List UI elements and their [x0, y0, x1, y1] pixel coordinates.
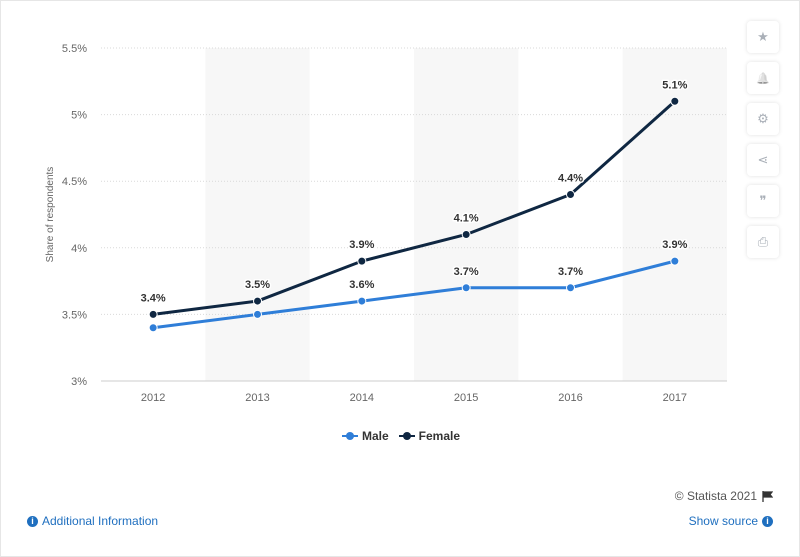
flag-icon[interactable] — [762, 490, 773, 502]
chart-legend: Male Female — [1, 429, 800, 443]
data-point-female — [148, 309, 158, 319]
copyright: © Statista 2021 — [675, 489, 773, 503]
share-button[interactable]: ⋖ — [747, 144, 779, 176]
data-label-female: 3.4% — [141, 292, 166, 304]
info-icon: i — [762, 515, 773, 527]
print-icon: ⎙ — [757, 234, 769, 249]
additional-information-label: Additional Information — [42, 514, 159, 528]
additional-information-link[interactable]: i Additional Information — [27, 514, 158, 528]
gear-icon: ⚙ — [757, 111, 769, 126]
bell-icon: 🔔 — [756, 72, 770, 85]
settings-button[interactable]: ⚙ — [747, 103, 779, 135]
y-tick-label: 3.5% — [62, 309, 87, 321]
y-tick-label: 3% — [71, 376, 87, 388]
legend-label-female: Female — [418, 429, 461, 443]
y-tick-label: 5.5% — [62, 43, 87, 55]
data-label-male: 3.7% — [454, 266, 479, 278]
legend-item-male[interactable]: Male — [341, 429, 389, 443]
copyright-text: © Statista 2021 — [674, 489, 757, 503]
y-tick-label: 4.5% — [62, 176, 87, 188]
y-tick-label: 4% — [71, 243, 87, 255]
data-label-female: 3.9% — [349, 239, 374, 251]
star-icon: ★ — [757, 29, 769, 44]
data-point-female — [357, 256, 367, 266]
x-tick-label: 2016 — [558, 392, 582, 404]
plot-band — [205, 48, 310, 381]
data-point-female — [461, 229, 471, 239]
y-axis-title: Share of respondents — [45, 167, 56, 263]
line-chart: 3% 3.5% 4% 4.5% 5% 5.5% 2012 2013 2014 2015 2016 20… — [45, 43, 727, 404]
data-point-male — [566, 283, 575, 293]
legend-item-female[interactable]: Female — [398, 429, 461, 443]
data-point-male — [148, 323, 158, 333]
data-point-male — [670, 256, 680, 266]
legend-label-male: Male — [361, 429, 389, 443]
x-tick-label: 2012 — [141, 392, 165, 404]
data-point-male — [253, 309, 262, 319]
x-tick-label: 2015 — [454, 392, 478, 404]
show-source-link[interactable]: Show source i — [689, 514, 773, 528]
data-point-female — [670, 96, 680, 106]
legend-swatch-male — [341, 431, 358, 441]
show-source-label: Show source — [688, 514, 758, 528]
data-label-male: 3.6% — [349, 279, 374, 291]
print-button[interactable]: ⎙ — [747, 226, 779, 258]
legend-swatch-female — [398, 431, 415, 441]
data-label-female: 3.5% — [245, 279, 270, 291]
y-tick-label: 5% — [71, 110, 87, 122]
info-icon: i — [27, 515, 38, 527]
plot-band — [414, 48, 519, 381]
x-tick-label: 2013 — [245, 392, 269, 404]
notification-button[interactable]: 🔔 — [747, 62, 779, 94]
series-line-female — [151, 99, 677, 316]
cite-button[interactable]: ❞ — [747, 185, 779, 217]
quote-icon: ❞ — [759, 193, 767, 208]
favorite-button[interactable]: ★ — [747, 21, 779, 53]
data-label-female: 5.1% — [662, 79, 687, 91]
chart-toolbar: ★ 🔔 ⚙ ⋖ ❞ ⎙ — [747, 21, 779, 267]
data-point-male — [461, 283, 471, 293]
x-tick-label: 2014 — [350, 392, 374, 404]
data-label-female: 4.4% — [558, 173, 583, 185]
data-point-female — [253, 296, 262, 306]
share-icon: ⋖ — [757, 152, 769, 167]
data-label-female: 4.1% — [454, 212, 479, 224]
x-tick-label: 2017 — [663, 392, 687, 404]
series-line-male — [151, 259, 677, 330]
data-label-male: 3.7% — [558, 266, 583, 278]
data-label-male: 3.9% — [662, 239, 687, 251]
data-point-male — [357, 296, 367, 306]
data-point-female — [566, 190, 575, 200]
